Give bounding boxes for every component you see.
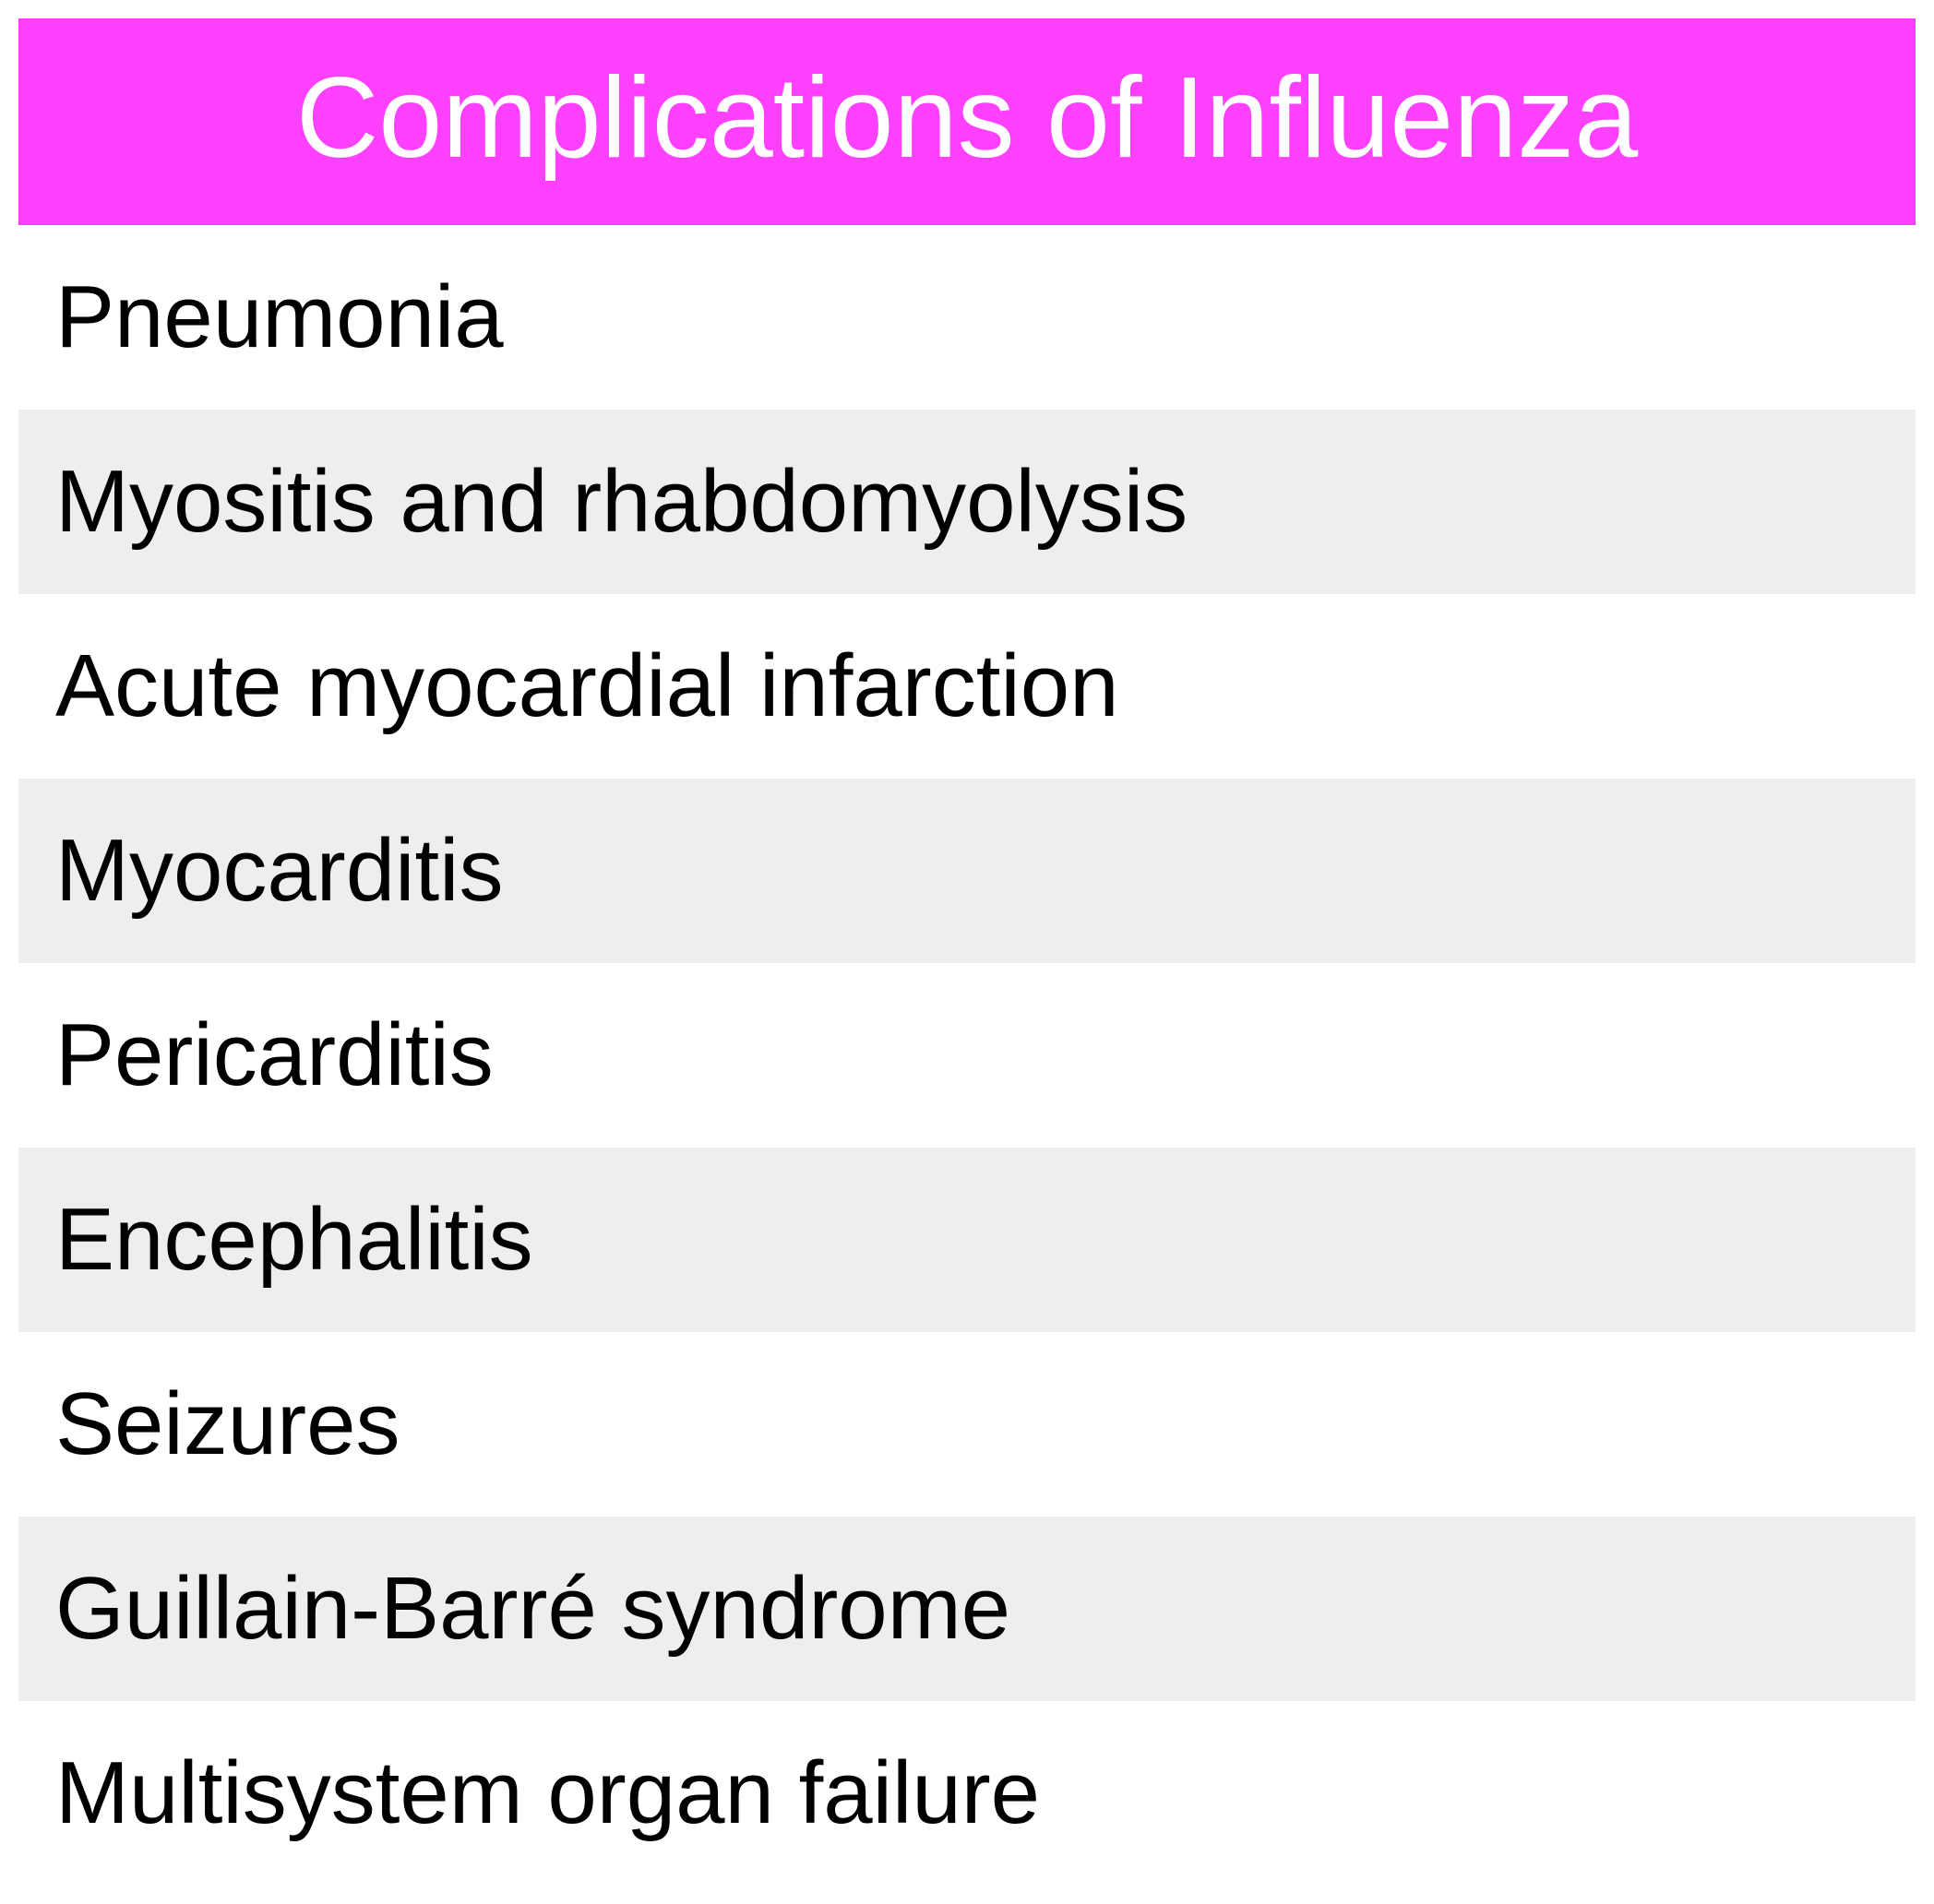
- row-label: Acute myocardial infarction: [55, 637, 1119, 735]
- row-label: Myositis and rhabdomyolysis: [55, 452, 1188, 551]
- table-row: Seizures: [18, 1332, 1916, 1517]
- row-label: Guillain-Barré syndrome: [55, 1559, 1011, 1658]
- row-label: Encephalitis: [55, 1190, 533, 1289]
- table-row: Pneumonia: [18, 225, 1916, 410]
- table-row: Encephalitis: [18, 1148, 1916, 1332]
- row-label: Myocarditis: [55, 821, 504, 920]
- table-row: Guillain-Barré syndrome: [18, 1517, 1916, 1701]
- complications-table: Complications of Influenza Pneumonia Myo…: [18, 18, 1916, 1886]
- table-row: Multisystem organ failure: [18, 1701, 1916, 1886]
- row-label: Pericarditis: [55, 1006, 494, 1104]
- table-row: Pericarditis: [18, 963, 1916, 1148]
- table-row: Myositis and rhabdomyolysis: [18, 410, 1916, 594]
- table-row: Acute myocardial infarction: [18, 594, 1916, 779]
- row-label: Seizures: [55, 1374, 400, 1473]
- row-label: Multisystem organ failure: [55, 1743, 1041, 1842]
- table-row: Myocarditis: [18, 779, 1916, 963]
- row-label: Pneumonia: [55, 268, 504, 366]
- table-header: Complications of Influenza: [18, 18, 1916, 225]
- table-title: Complications of Influenza: [295, 54, 1639, 182]
